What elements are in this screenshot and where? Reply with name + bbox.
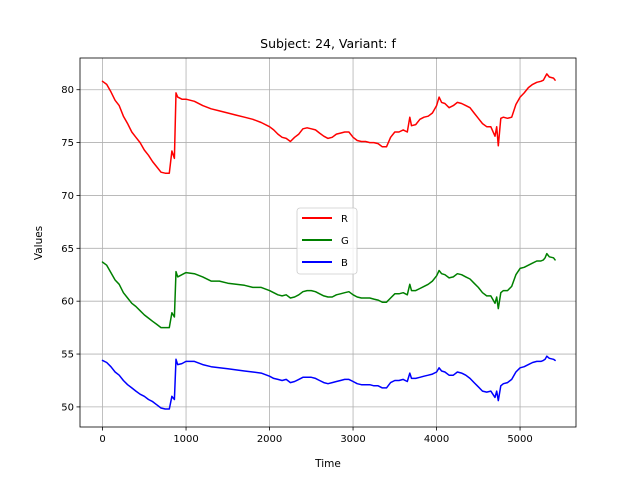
legend-label-g: G — [341, 236, 349, 247]
legend-label-b: B — [341, 258, 348, 269]
y-axis-label: Values — [33, 226, 45, 260]
series-line-r — [101, 73, 556, 174]
x-tick-label: 1000 — [173, 434, 198, 445]
x-tick-label: 5000 — [507, 434, 532, 445]
plot-frame — [79, 57, 577, 428]
y-tick-label: 75 — [61, 138, 74, 149]
y-tick-label: 80 — [61, 85, 74, 96]
chart-title: Subject: 24, Variant: f — [260, 36, 396, 51]
legend-label-r: R — [341, 214, 348, 225]
y-tick-label: 65 — [61, 244, 74, 255]
x-tick-label: 0 — [99, 434, 105, 445]
y-axis: 50 55 60 65 70 75 80 — [61, 85, 80, 413]
series-line-b — [101, 355, 556, 410]
y-tick-label: 55 — [61, 350, 74, 361]
legend: R G B — [296, 207, 358, 275]
x-axis: 0 1000 2000 3000 4000 5000 — [99, 427, 533, 445]
y-tick-label: 70 — [61, 191, 74, 202]
x-tick-label: 2000 — [257, 434, 282, 445]
x-axis-label: Time — [314, 458, 341, 470]
series-line-g — [101, 252, 556, 329]
x-tick-label: 3000 — [340, 434, 365, 445]
x-tick-label: 4000 — [424, 434, 449, 445]
y-tick-label: 50 — [61, 402, 74, 413]
y-tick-label: 60 — [61, 297, 74, 308]
series-group — [101, 73, 556, 410]
